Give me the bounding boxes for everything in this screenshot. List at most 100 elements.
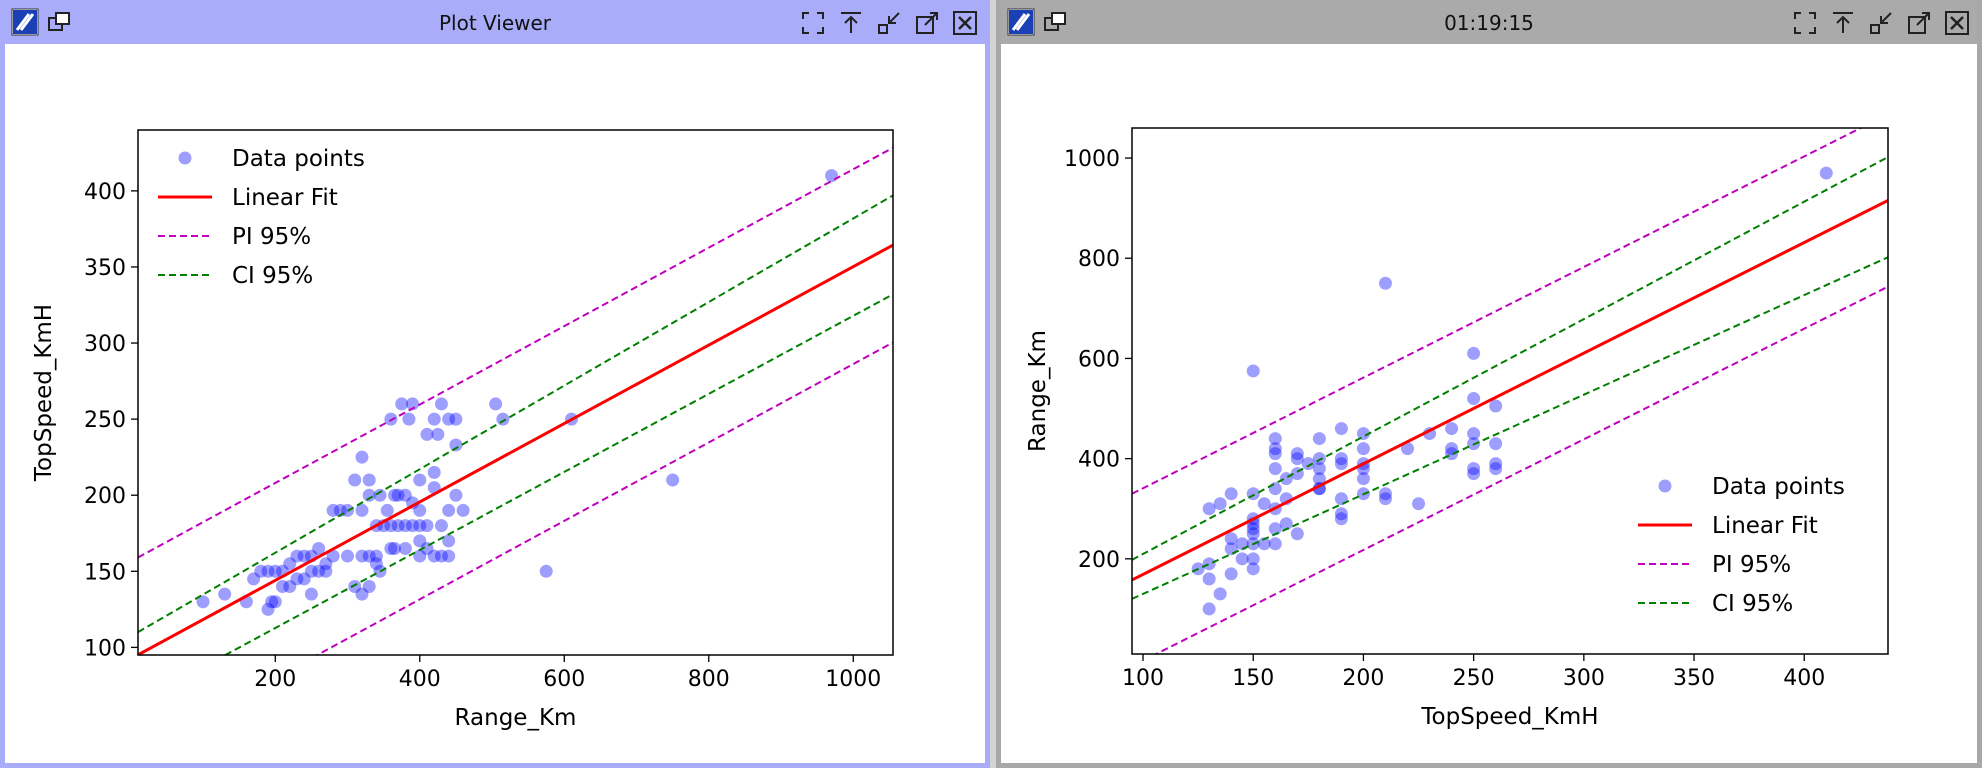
data-point xyxy=(1202,502,1216,516)
y-tick-label: 200 xyxy=(84,484,126,509)
data-point xyxy=(489,397,503,411)
data-point xyxy=(254,564,268,578)
titlebar[interactable]: 01:19:15 xyxy=(1001,0,1977,44)
plot-viewer-window[interactable]: Plot Viewer 200 400 600 800 1000 100 150 200 2 xyxy=(0,0,990,768)
x-tick-label: 150 xyxy=(1232,666,1274,691)
ci-upper-line xyxy=(138,194,893,634)
data-point xyxy=(434,519,448,533)
app-menu-icon[interactable] xyxy=(11,8,39,36)
data-point xyxy=(326,503,340,517)
titlebar[interactable]: Plot Viewer xyxy=(5,0,985,44)
close-icon[interactable] xyxy=(1943,9,1971,37)
data-point xyxy=(1257,537,1271,551)
data-point xyxy=(413,519,427,533)
scatter-chart-topspeed-vs-range: 100 150 200 250 300 350 400 200 400 600 800 1000 Top… xyxy=(1025,127,1889,730)
data-point xyxy=(1467,467,1481,481)
legend-swatch xyxy=(1658,479,1672,493)
legend: Data points Linear Fit PI 95% CI 95% xyxy=(158,146,365,289)
data-point xyxy=(1356,472,1370,486)
data-point xyxy=(413,503,427,517)
window-list-icon[interactable] xyxy=(45,8,73,36)
data-point xyxy=(355,450,369,464)
data-point xyxy=(304,564,318,578)
data-point xyxy=(355,503,369,517)
data-point xyxy=(348,580,362,594)
data-point xyxy=(218,587,232,601)
data-point xyxy=(387,541,401,555)
data-point xyxy=(1246,487,1260,501)
data-point xyxy=(1489,437,1503,451)
legend-item-pi: PI 95% xyxy=(232,224,311,250)
y-tick-label: 100 xyxy=(84,636,126,661)
time-window[interactable]: 01:19:15 100 150 200 250 300 350 400 200 400 60 xyxy=(996,0,1982,768)
data-point xyxy=(1202,557,1216,571)
data-point xyxy=(1290,527,1304,541)
legend-item-ci: CI 95% xyxy=(232,263,313,289)
plot-area: 100 150 200 250 300 350 400 200 400 600 800 1000 Top… xyxy=(1001,44,1977,763)
data-point xyxy=(384,519,398,533)
x-tick-label: 1000 xyxy=(825,667,881,692)
data-point xyxy=(1467,462,1481,476)
data-point xyxy=(341,549,355,563)
data-point xyxy=(413,473,427,487)
data-point xyxy=(1246,364,1260,378)
data-point xyxy=(247,572,261,586)
raise-icon[interactable] xyxy=(1829,9,1857,37)
data-point xyxy=(265,595,279,609)
legend-item-linear-fit: Linear Fit xyxy=(1712,513,1818,539)
data-point xyxy=(456,503,470,517)
x-tick-label: 300 xyxy=(1563,666,1605,691)
data-point xyxy=(362,580,376,594)
data-point xyxy=(355,587,369,601)
maximize-icon[interactable] xyxy=(913,9,941,37)
data-point xyxy=(387,488,401,502)
data-point xyxy=(398,541,412,555)
data-point xyxy=(283,580,297,594)
data-point xyxy=(1246,562,1260,576)
data-point xyxy=(1268,522,1282,536)
data-point xyxy=(384,541,398,555)
fullscreen-icon[interactable] xyxy=(1791,9,1819,37)
data-point xyxy=(1378,487,1392,501)
x-tick-label: 400 xyxy=(1783,666,1825,691)
linear-fit-line xyxy=(138,243,893,655)
data-point xyxy=(398,488,412,502)
close-icon[interactable] xyxy=(951,9,979,37)
data-point xyxy=(1489,462,1503,476)
data-point xyxy=(290,572,304,586)
y-axis-label: Range_Km xyxy=(1025,330,1051,452)
data-point xyxy=(1268,432,1282,446)
y-tick-label: 350 xyxy=(84,256,126,281)
data-point xyxy=(1246,527,1260,541)
fullscreen-icon[interactable] xyxy=(799,9,827,37)
data-point xyxy=(1268,442,1282,456)
data-point xyxy=(434,549,448,563)
data-point xyxy=(297,549,311,563)
maximize-icon[interactable] xyxy=(1905,9,1933,37)
ci-lower-line xyxy=(1132,256,1888,600)
data-point xyxy=(369,549,383,563)
data-point xyxy=(1401,442,1415,456)
data-point xyxy=(431,427,445,441)
data-point xyxy=(1378,492,1392,506)
data-point xyxy=(1268,537,1282,551)
data-point xyxy=(449,412,463,426)
window-list-icon[interactable] xyxy=(1041,8,1069,36)
minimize-icon[interactable] xyxy=(1867,9,1895,37)
x-tick-label: 800 xyxy=(688,667,730,692)
data-point xyxy=(406,519,420,533)
data-point xyxy=(1312,432,1326,446)
data-point xyxy=(1279,517,1293,531)
app-menu-icon[interactable] xyxy=(1007,8,1035,36)
data-point xyxy=(539,564,553,578)
plot-region xyxy=(138,146,893,655)
minimize-icon[interactable] xyxy=(875,9,903,37)
data-point xyxy=(1378,276,1392,290)
pi-lower-line xyxy=(315,341,893,655)
data-point xyxy=(1246,522,1260,536)
data-point xyxy=(319,564,333,578)
raise-icon[interactable] xyxy=(837,9,865,37)
data-point xyxy=(312,541,326,555)
plot-frame xyxy=(137,129,894,656)
data-point xyxy=(1202,602,1216,616)
